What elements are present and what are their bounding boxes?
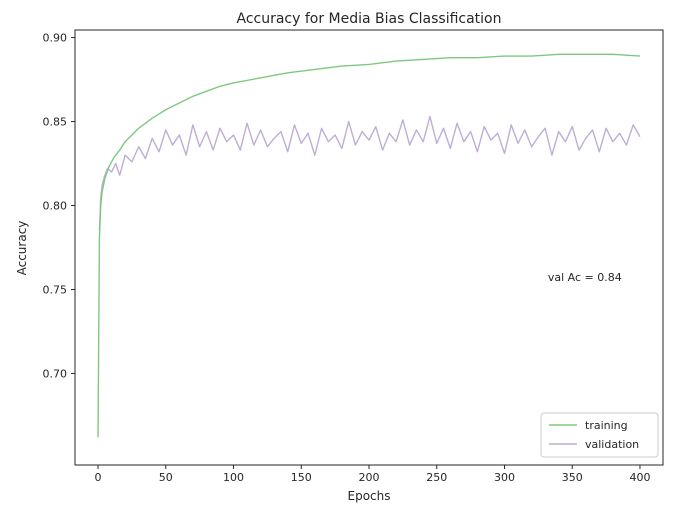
x-tick-label: 50 (159, 471, 173, 484)
val-accuracy-annotation: val Ac = 0.84 (548, 271, 622, 284)
x-axis: 0 50 100 150 200 250 300 350 400 (95, 465, 650, 484)
y-tick-label: 0.85 (43, 116, 68, 129)
y-axis: 0.70 0.75 0.80 0.85 0.90 (43, 32, 75, 380)
legend: training validation (540, 412, 659, 458)
y-tick-label: 0.90 (43, 32, 68, 45)
y-axis-label: Accuracy (15, 221, 29, 276)
x-tick-label: 150 (291, 471, 312, 484)
series-line-validation (98, 115, 641, 231)
x-tick-label: 400 (629, 471, 650, 484)
series-layer (97, 53, 641, 438)
legend-validation-label: validation (585, 438, 639, 451)
x-tick-label: 250 (426, 471, 447, 484)
x-tick-label: 0 (95, 471, 102, 484)
x-tick-label: 200 (359, 471, 380, 484)
x-tick-label: 300 (494, 471, 515, 484)
legend-box (540, 412, 659, 458)
x-axis-label: Epochs (348, 489, 391, 503)
y-tick-label: 0.75 (43, 283, 68, 296)
chart-title: Accuracy for Media Bias Classification (236, 11, 501, 27)
y-tick-label: 0.70 (43, 367, 68, 380)
plot-area: 0 50 100 150 200 250 300 350 400 0.70 0.75 0.80 0.8… (43, 29, 664, 484)
series-line-training (97, 53, 641, 438)
x-tick-label: 350 (562, 471, 583, 484)
legend-training-label: training (585, 419, 628, 432)
y-tick-label: 0.80 (43, 200, 68, 213)
x-tick-label: 100 (223, 471, 244, 484)
